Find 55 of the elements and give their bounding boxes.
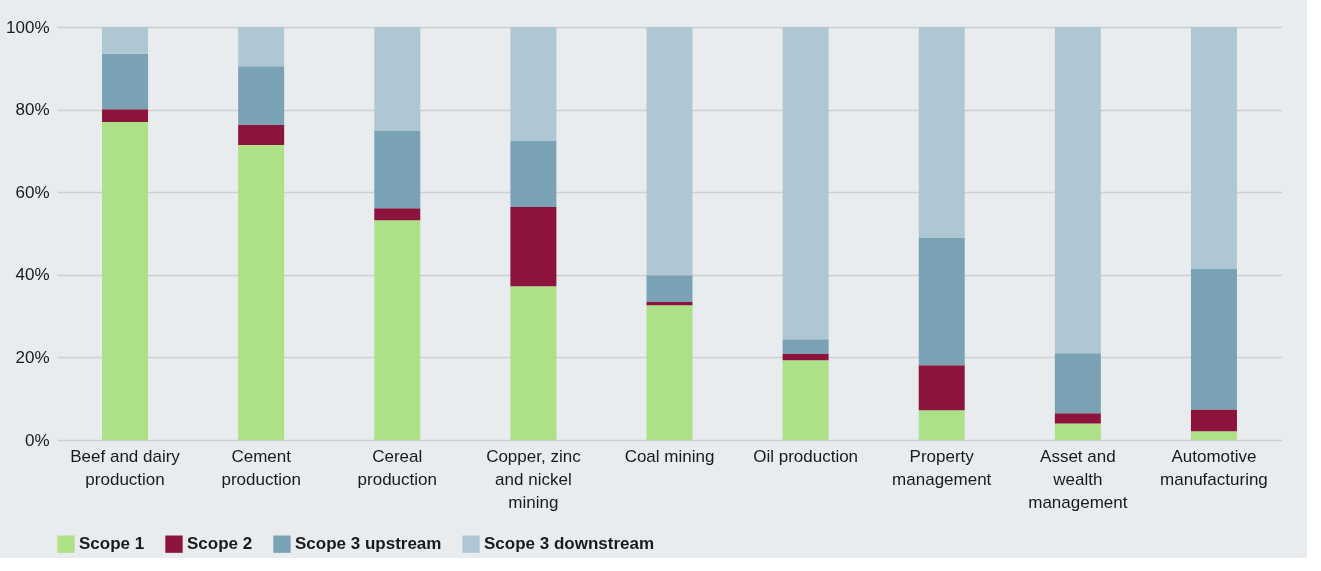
x-tick-label: Coal mining bbox=[624, 446, 715, 466]
bar bbox=[102, 121, 149, 440]
bar bbox=[374, 220, 421, 440]
bar bbox=[646, 27, 693, 276]
bar bbox=[510, 207, 557, 287]
bar bbox=[1190, 409, 1237, 432]
y-tick-label: 80% bbox=[15, 100, 50, 120]
bar bbox=[238, 145, 285, 440]
bar bbox=[918, 410, 965, 440]
legend-label: Scope 1 bbox=[79, 534, 145, 554]
bar bbox=[646, 305, 693, 440]
bar bbox=[646, 275, 693, 303]
bar bbox=[1054, 413, 1101, 424]
x-tick-label: Oil production bbox=[753, 446, 859, 466]
y-tick-label: 60% bbox=[15, 182, 50, 202]
x-tick-label: Copper, zinc and nickel mining bbox=[486, 446, 582, 512]
bar bbox=[510, 140, 557, 208]
bar bbox=[1190, 27, 1237, 270]
bar bbox=[782, 27, 829, 340]
bar bbox=[782, 360, 829, 440]
x-tick-label: Cereal production bbox=[357, 446, 437, 489]
bar bbox=[510, 286, 557, 440]
bar bbox=[102, 27, 149, 54]
legend-label: Scope 2 bbox=[187, 534, 253, 554]
y-tick-label: 0% bbox=[24, 430, 50, 450]
bar bbox=[374, 208, 421, 221]
legend-label: Scope 3 upstream bbox=[295, 534, 442, 554]
x-tick-label: Asset and wealth management bbox=[1028, 446, 1128, 512]
bar bbox=[102, 109, 149, 122]
bar bbox=[374, 27, 421, 132]
bar bbox=[918, 238, 965, 366]
bar bbox=[1054, 27, 1101, 354]
bar bbox=[1190, 269, 1237, 410]
bar bbox=[1054, 423, 1101, 440]
bar bbox=[238, 124, 285, 146]
y-tick-label: 20% bbox=[15, 347, 50, 367]
bar bbox=[1190, 431, 1237, 440]
bar bbox=[238, 66, 285, 125]
bar bbox=[1054, 353, 1101, 414]
bar bbox=[918, 365, 965, 411]
legend-label: Scope 3 downstream bbox=[484, 534, 655, 554]
x-tick-label: Beef and dairy production bbox=[70, 446, 181, 489]
x-tick-label: Property management bbox=[892, 446, 992, 489]
bar bbox=[374, 131, 421, 209]
bar bbox=[238, 27, 285, 67]
y-tick-label: 40% bbox=[15, 265, 50, 285]
x-tick-label: Automotive manufacturing bbox=[1160, 446, 1268, 489]
y-tick-label: 100% bbox=[6, 17, 50, 37]
x-tick-label: Cement production bbox=[221, 446, 301, 489]
bar bbox=[918, 27, 965, 239]
bar bbox=[782, 354, 829, 361]
bar bbox=[782, 339, 829, 355]
bar bbox=[646, 302, 693, 306]
bar bbox=[102, 53, 149, 110]
bar bbox=[510, 27, 557, 141]
